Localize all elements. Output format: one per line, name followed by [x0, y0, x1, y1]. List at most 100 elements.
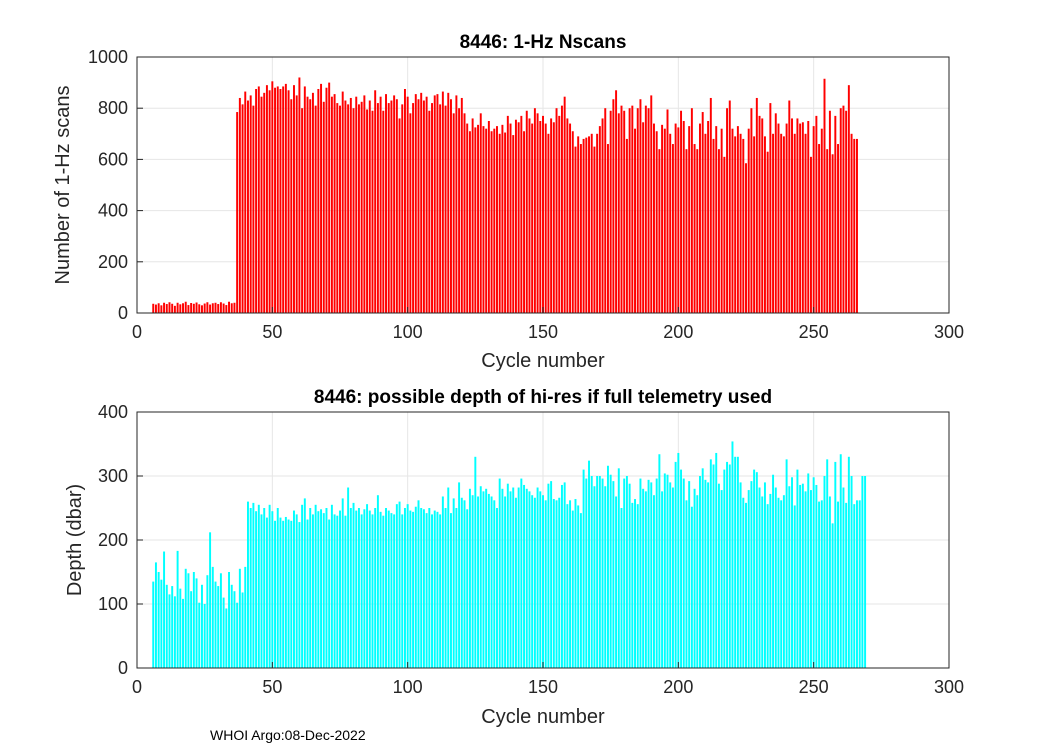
bar — [252, 502, 255, 668]
bar — [474, 127, 477, 314]
bar — [187, 305, 190, 313]
bar — [211, 303, 214, 313]
bar — [403, 89, 406, 313]
bar — [845, 110, 848, 313]
bar — [401, 104, 404, 313]
bar — [850, 133, 853, 313]
bar — [157, 572, 160, 668]
bar — [582, 138, 585, 313]
bar — [769, 103, 772, 313]
bar — [390, 100, 393, 314]
nscans-chart: 0 50 100 150 200 250 300 0 200 400 600 800 1000 844… — [52, 32, 964, 372]
y-tick-label: 1000 — [88, 47, 128, 67]
bar — [847, 85, 850, 313]
bar — [298, 77, 301, 313]
bar — [639, 99, 642, 314]
bar — [788, 100, 791, 314]
bar — [715, 452, 718, 668]
bar — [839, 454, 842, 668]
bar — [558, 497, 561, 668]
bar — [496, 508, 498, 668]
bar — [669, 133, 672, 313]
bar — [363, 509, 366, 668]
bar — [498, 133, 501, 313]
bar — [217, 586, 220, 668]
bar — [758, 487, 761, 668]
bar — [661, 491, 664, 668]
bar — [747, 128, 750, 313]
bar — [531, 495, 534, 668]
bar — [163, 551, 166, 668]
bar — [582, 469, 585, 668]
bar — [631, 105, 634, 313]
bar — [328, 82, 331, 313]
bar — [487, 121, 490, 313]
bar — [222, 303, 225, 313]
bar — [612, 481, 615, 668]
bar — [325, 87, 328, 313]
bar — [720, 128, 723, 313]
bar — [763, 136, 766, 313]
bar — [192, 303, 195, 313]
bar — [782, 136, 785, 313]
bar — [374, 508, 377, 668]
bar — [217, 304, 220, 313]
bar — [420, 508, 423, 668]
bar — [276, 86, 279, 313]
bar — [228, 301, 230, 313]
bar — [574, 499, 577, 668]
bar — [826, 459, 829, 668]
bar — [284, 516, 287, 668]
bar — [379, 96, 382, 314]
bar — [255, 511, 258, 668]
bar — [699, 476, 701, 668]
bar — [173, 305, 176, 313]
bar — [471, 118, 474, 313]
bar — [769, 493, 772, 668]
bar — [601, 478, 604, 668]
bar — [154, 304, 157, 313]
bar — [195, 578, 198, 668]
bar — [468, 488, 471, 668]
bar — [658, 454, 661, 668]
bar — [666, 109, 669, 313]
bar — [682, 478, 685, 668]
bar — [514, 497, 517, 668]
x-tick-label: 200 — [663, 677, 693, 697]
bar — [360, 514, 363, 668]
bar — [547, 133, 550, 313]
bar — [707, 482, 710, 668]
bar — [642, 122, 645, 313]
bar — [441, 91, 444, 313]
bar-series — [152, 441, 867, 668]
bar — [661, 124, 664, 313]
bar — [799, 123, 802, 313]
bar — [598, 126, 601, 314]
bar — [173, 596, 176, 668]
bar — [265, 85, 268, 313]
bar — [777, 497, 780, 668]
bar — [412, 511, 415, 668]
bar — [739, 482, 742, 668]
bar — [544, 500, 547, 668]
bar — [828, 110, 831, 313]
bar — [690, 108, 693, 313]
bar — [366, 109, 369, 313]
bar — [801, 122, 804, 313]
bar — [322, 101, 325, 313]
bar — [707, 121, 710, 313]
bar — [780, 500, 783, 668]
bar — [571, 510, 574, 668]
bar — [311, 92, 314, 313]
y-axis-label: Number of 1-Hz scans — [52, 86, 74, 285]
bar — [531, 123, 534, 313]
bar — [268, 90, 271, 313]
bar — [590, 476, 593, 668]
bar — [809, 156, 812, 313]
bar — [728, 464, 731, 668]
bar — [514, 119, 517, 313]
bar — [555, 108, 558, 313]
bar — [796, 118, 799, 313]
bar — [712, 464, 715, 668]
y-tick-label: 800 — [98, 98, 128, 118]
